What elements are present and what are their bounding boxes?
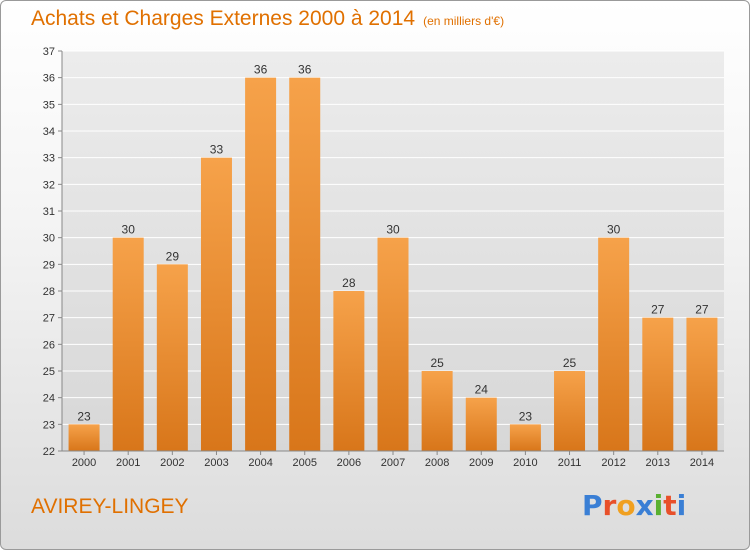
- proxiti-logo[interactable]: Proxiti: [582, 489, 686, 522]
- y-tick-label: 32: [43, 179, 55, 191]
- bar: [598, 237, 630, 451]
- bar-value-label: 30: [607, 223, 621, 237]
- x-tick-label: 2001: [116, 457, 140, 469]
- x-tick-label: 2009: [469, 457, 493, 469]
- y-tick-label: 36: [43, 73, 55, 85]
- bars: 23 30 29 33 36 36 28 30 25 24 23 25 30 27 27: [68, 63, 718, 452]
- y-tick-label: 27: [43, 313, 55, 325]
- logo-letter: i: [676, 489, 687, 522]
- bar: [377, 237, 409, 451]
- y-tick-label: 22: [43, 446, 55, 458]
- chart-title-text: Achats et Charges Externes 2000 à 2014: [31, 7, 416, 30]
- x-tick-label: 2010: [513, 457, 537, 469]
- logo-letter: i: [653, 489, 664, 522]
- bar-value-label: 30: [122, 223, 136, 237]
- y-tick-label: 23: [43, 419, 55, 431]
- x-tick-label: 2013: [646, 457, 670, 469]
- x-axis: 2000 2001 2002 2003 2004 2005 2006 2007 2008 2009…: [62, 450, 724, 469]
- y-tick-label: 37: [43, 46, 55, 58]
- bar-value-label: 23: [519, 409, 533, 423]
- chart-title: Achats et Charges Externes 2000 à 2014 (e…: [31, 7, 504, 31]
- logo-letter: t: [663, 489, 677, 522]
- y-axis: 22 23 24 25 26 27 28 29 30 31 32 33 34 35 36 37: [43, 46, 63, 458]
- bar-value-label: 24: [475, 383, 489, 397]
- y-tick-label: 28: [43, 286, 55, 298]
- x-tick-label: 2007: [381, 457, 405, 469]
- bar: [289, 77, 321, 452]
- y-tick-label: 31: [43, 206, 55, 218]
- bar-value-label: 30: [386, 223, 400, 237]
- chart-unit: (en milliers d'€): [423, 14, 505, 28]
- x-tick-label: 2014: [690, 457, 714, 469]
- x-tick-label: 2011: [558, 457, 582, 469]
- bar: [554, 371, 586, 451]
- bar: [200, 157, 232, 451]
- bar: [421, 371, 453, 451]
- x-tick-label: 2004: [248, 457, 272, 469]
- x-tick-label: 2000: [72, 457, 96, 469]
- y-tick-label: 29: [43, 259, 55, 271]
- x-tick-label: 2008: [425, 457, 449, 469]
- y-tick-label: 35: [43, 99, 55, 111]
- bar-value-label: 27: [695, 303, 709, 317]
- bar-value-label: 25: [563, 356, 577, 370]
- x-tick-label: 2002: [160, 457, 184, 469]
- logo-letter: o: [616, 489, 636, 522]
- y-tick-label: 30: [43, 233, 55, 245]
- bar-value-label: 36: [254, 63, 268, 77]
- bar-value-label: 27: [651, 303, 665, 317]
- bar-value-label: 25: [430, 356, 444, 370]
- y-tick-label: 24: [43, 393, 55, 405]
- bar: [112, 237, 144, 451]
- bar-value-label: 29: [166, 249, 180, 263]
- x-tick-label: 2005: [292, 457, 316, 469]
- bar-value-label: 36: [298, 63, 312, 77]
- bar: [642, 317, 674, 451]
- bar: [686, 317, 718, 451]
- bar-value-label: 23: [77, 409, 91, 423]
- bar: [465, 397, 497, 451]
- bar: [245, 77, 277, 452]
- bar: [509, 424, 541, 451]
- x-tick-label: 2003: [204, 457, 228, 469]
- x-tick-label: 2012: [601, 457, 625, 469]
- bar-value-label: 28: [342, 276, 356, 290]
- town-name: AVIREY-LINGEY: [31, 495, 189, 518]
- logo-letter: r: [602, 489, 617, 522]
- bar: [156, 264, 188, 451]
- bar-value-label: 33: [210, 143, 224, 157]
- y-tick-label: 33: [43, 153, 55, 165]
- y-tick-label: 26: [43, 339, 55, 351]
- bar: [333, 291, 365, 451]
- x-tick-label: 2006: [337, 457, 361, 469]
- bar: [68, 424, 100, 451]
- logo-letter: x: [635, 489, 654, 522]
- y-tick-label: 25: [43, 366, 55, 378]
- y-tick-label: 34: [43, 126, 55, 138]
- logo-letter: P: [582, 489, 603, 522]
